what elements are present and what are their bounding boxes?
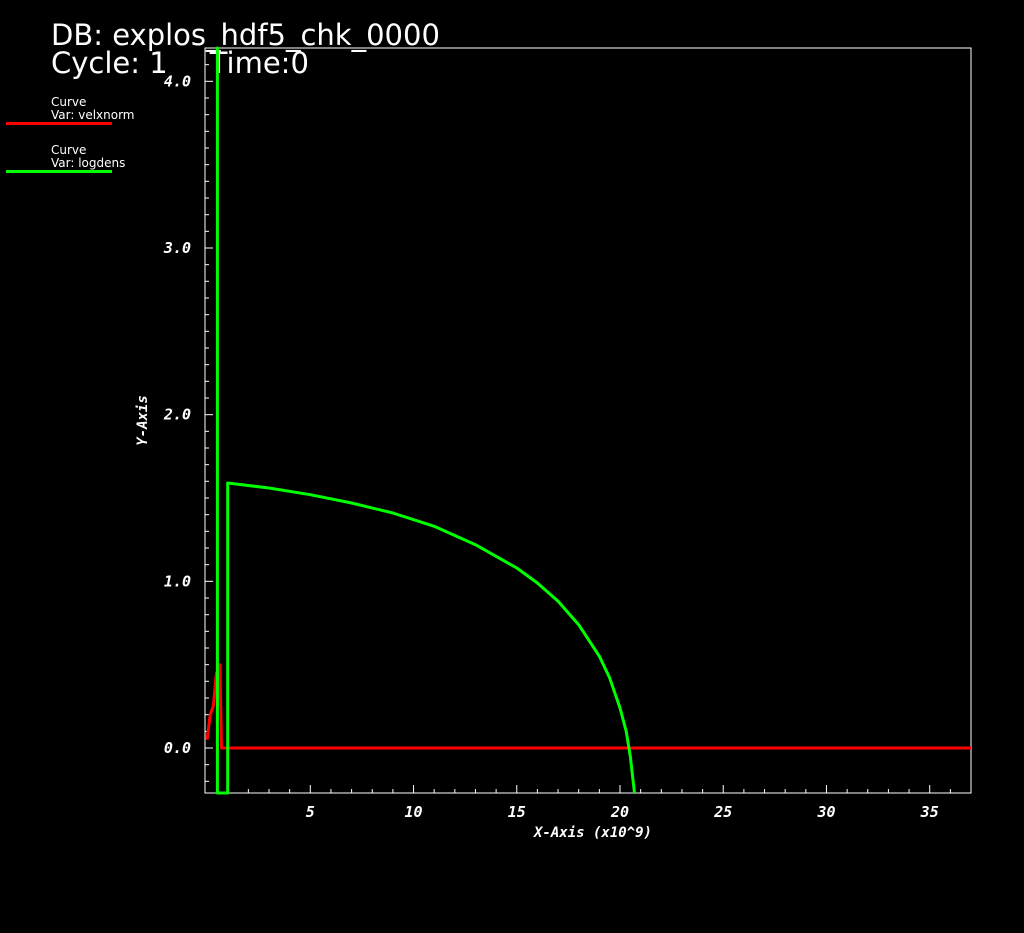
y-tick-label: 2.0	[163, 406, 191, 424]
y-axis-label: Y-Axis	[135, 395, 151, 446]
plot-frame	[204, 47, 972, 794]
database-title: DB: explos_hdf5_chk_0000	[51, 18, 440, 52]
x-tick-label: 15	[508, 803, 526, 821]
time-label: Time:0	[209, 46, 309, 80]
x-tick-label: 30	[816, 803, 835, 821]
legend-entry-var: Var: velxnorm	[51, 108, 135, 122]
y-tick-label: 1.0	[164, 572, 191, 590]
series-line-velxnorm	[205, 663, 971, 750]
legend-entry-title: Curve	[51, 143, 87, 157]
x-tick-label: 20	[610, 803, 629, 821]
cycle-time-line: Cycle: 1 Time:0	[51, 48, 309, 78]
y-tick-label: 4.0	[164, 72, 191, 90]
legend-entry-var: Var: logdens	[51, 156, 126, 170]
legend-entry-title: Curve	[51, 95, 87, 109]
y-tick-label: 3.0	[163, 239, 191, 257]
axis-ticks: 5 10 15 20 25 30 35 0.0 1.0 2.0 3.0 4.0	[163, 47, 972, 821]
curves	[205, 46, 971, 795]
x-tick-label: 25	[713, 803, 732, 821]
y-tick-label: 0.0	[164, 739, 191, 757]
legend-swatch-logdens	[6, 170, 112, 173]
x-axis-label: X-Axis (x10^9)	[533, 825, 652, 841]
x-tick-label: 35	[920, 803, 939, 821]
legend-swatch-velxnorm	[6, 122, 112, 125]
x-tick-label: 5	[306, 803, 315, 821]
cycle-label: Cycle: 1	[51, 46, 168, 80]
series-line-logdens	[215, 46, 636, 795]
x-tick-label: 10	[405, 803, 423, 821]
